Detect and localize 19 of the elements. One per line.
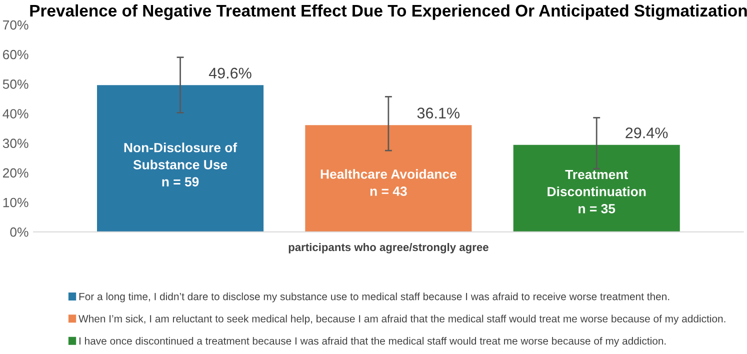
annotation: Treatment Discontinuation n = 35	[548, 170, 646, 214]
legend-label: When I’m sick, I am reluctant to seek medical help, because I am afraid that the medical staff would treat me worse because of my addiction.	[78, 314, 726, 324]
y-tick-label: 0%	[10, 227, 28, 237]
y-tick-label: 50%	[2, 80, 28, 89]
y-tick-label: 70%	[3, 20, 28, 30]
y-tick-label: 30%	[2, 138, 28, 148]
legend-label: I have once discontinued a treatment because I was afraid that the medical staff would treat me worse because of my addiction.	[79, 336, 666, 347]
x-tick-label: participants who agree/strongly agree	[288, 242, 488, 254]
y-tick-label: 10%	[3, 198, 28, 208]
data-label: 49.6%	[208, 68, 252, 79]
y-tick-label: 20%	[3, 168, 28, 178]
legend-label: For a long time, I didn’t dare to disclose my substance use to medical staff because I was afraid to receive worse treatment then.	[79, 292, 670, 302]
chart-title: Prevalence of Negative Treatment Effect Due To Experienced Or Anticipated Stigmatization	[30, 4, 747, 20]
y-tick-label: 60%	[3, 50, 28, 60]
annotation: Healthcare Avoidance n = 43	[320, 169, 456, 196]
data-label: 36.1%	[417, 108, 460, 118]
y-tick-label: 40%	[2, 109, 28, 118]
data-label: 29.4%	[626, 128, 668, 138]
annotation: Non-Disclosure of Substance Use n = 59	[124, 142, 238, 186]
